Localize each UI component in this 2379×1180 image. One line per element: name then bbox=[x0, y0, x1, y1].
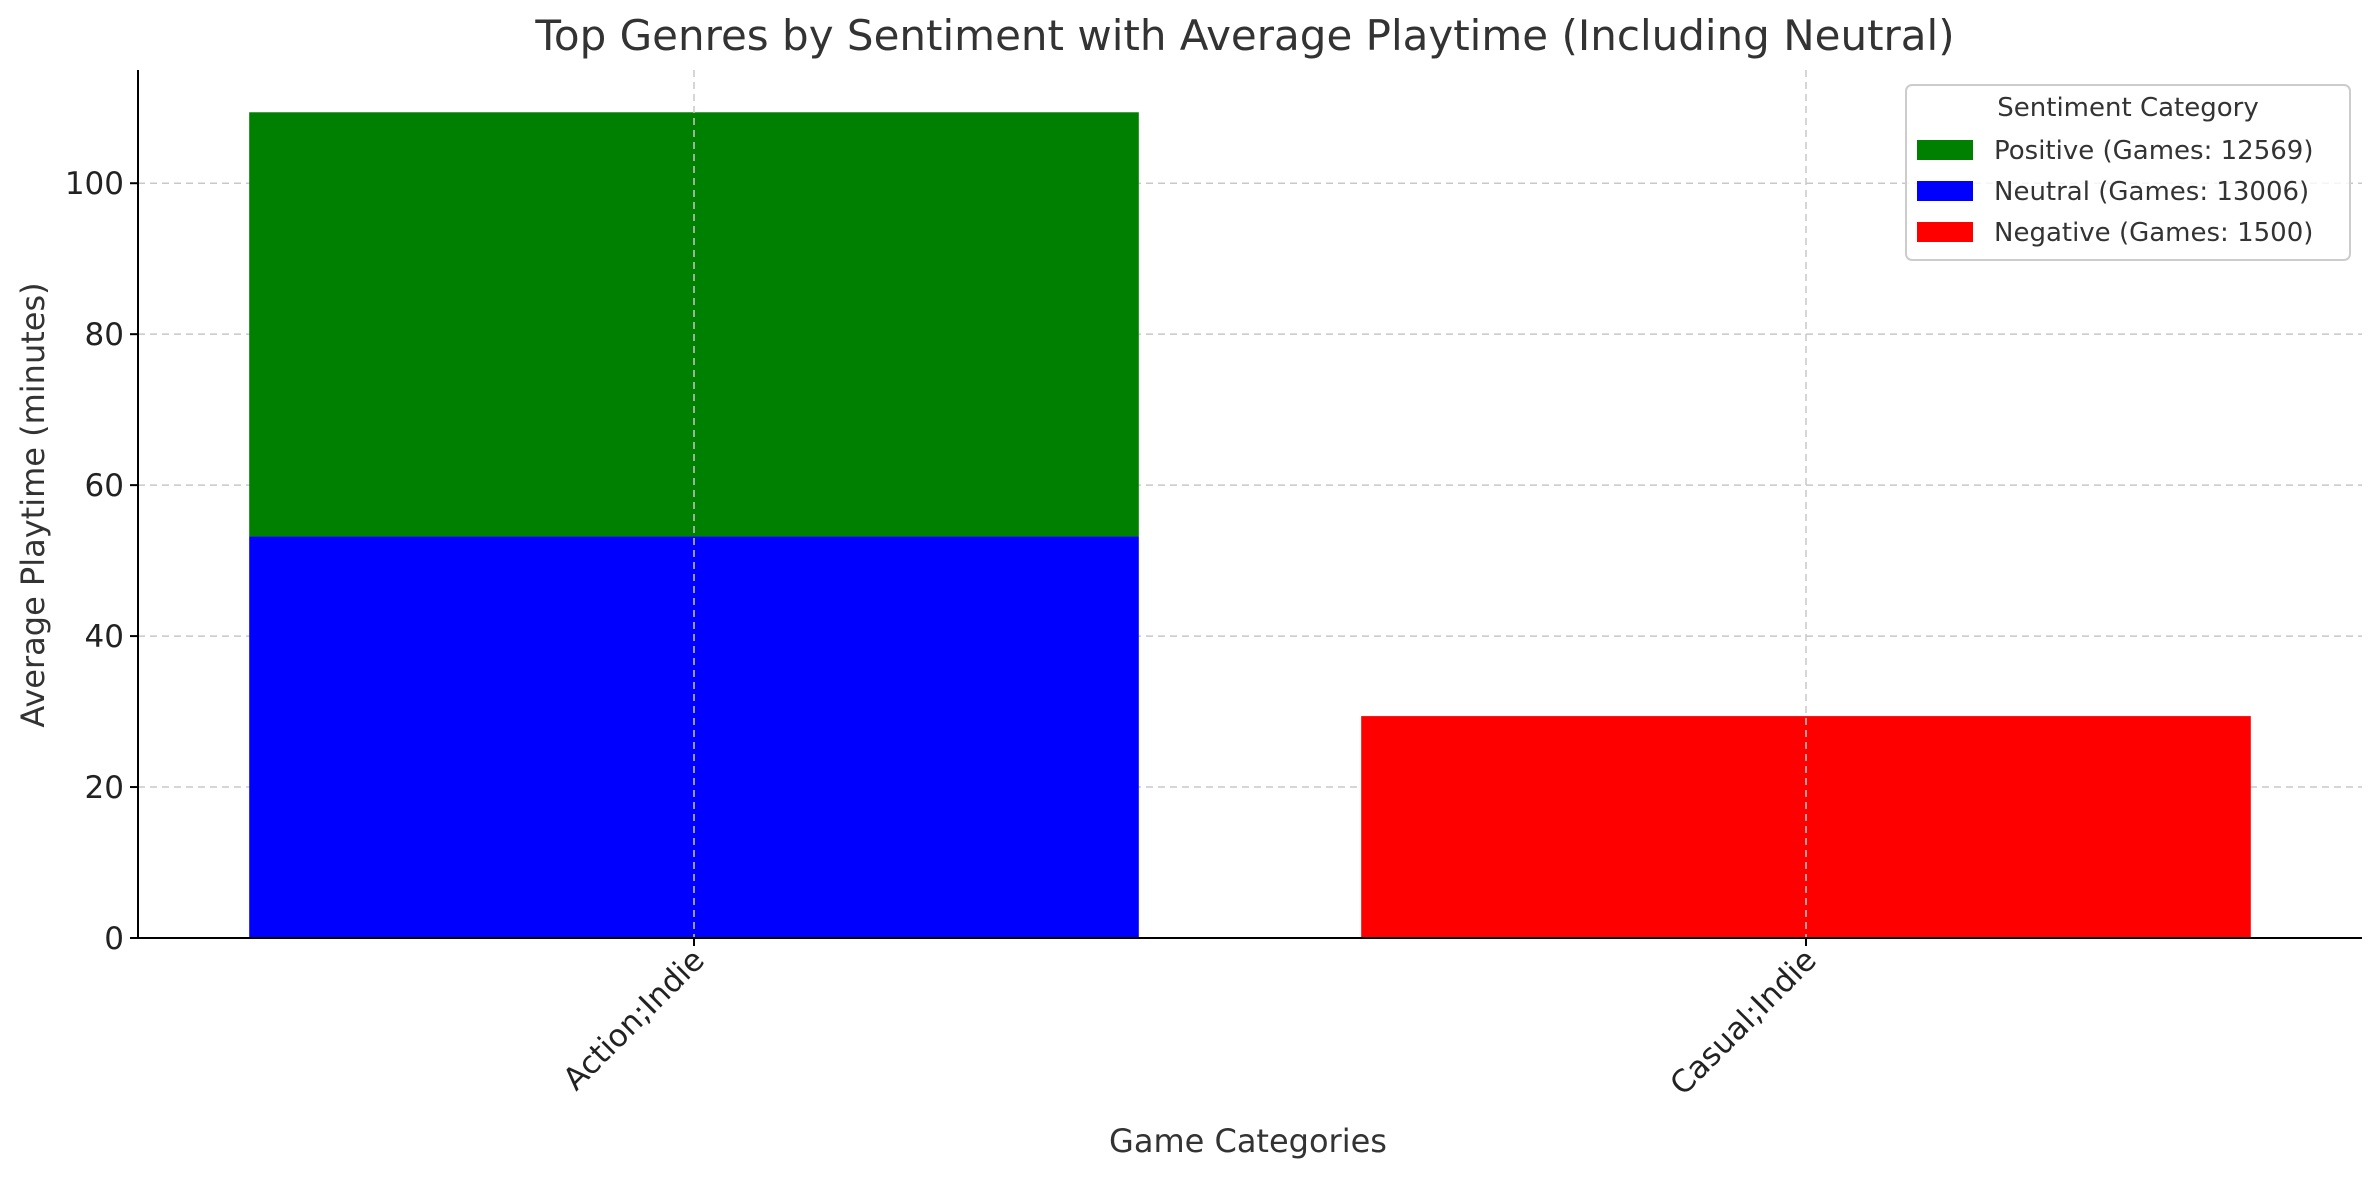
legend-swatch bbox=[1917, 181, 1973, 201]
y-tick-label: 40 bbox=[85, 619, 124, 655]
legend-swatch bbox=[1917, 222, 1973, 242]
legend-label: Negative (Games: 1500) bbox=[1994, 218, 2313, 248]
legend-items: Positive (Games: 12569) Neutral (Games: 1… bbox=[1917, 136, 2313, 248]
y-tick-label: 20 bbox=[85, 770, 124, 806]
axes bbox=[137, 70, 2362, 939]
y-tick-label: 0 bbox=[104, 921, 124, 957]
legend-box bbox=[1905, 84, 2351, 261]
legend-swatch bbox=[1917, 140, 1973, 160]
x-axis-label: Game Categories bbox=[1109, 1122, 1387, 1160]
chart-title: Top Genres by Sentiment with Average Pla… bbox=[534, 11, 1954, 60]
vertical-grid-lines bbox=[693, 70, 1807, 938]
legend-title: Sentiment Category bbox=[1997, 93, 2258, 123]
y-tick-label: 80 bbox=[85, 317, 124, 353]
y-axis-ticks: 0 20 40 60 80 100 bbox=[65, 166, 138, 957]
y-tick-label: 60 bbox=[85, 468, 124, 504]
y-tick-label: 100 bbox=[65, 166, 124, 202]
legend-label: Positive (Games: 12569) bbox=[1994, 136, 2313, 166]
y-axis-label: Average Playtime (minutes) bbox=[14, 282, 52, 727]
legend-label: Neutral (Games: 13006) bbox=[1994, 177, 2309, 207]
legend: Sentiment Category Positive (Games: 1256… bbox=[1905, 84, 2351, 261]
